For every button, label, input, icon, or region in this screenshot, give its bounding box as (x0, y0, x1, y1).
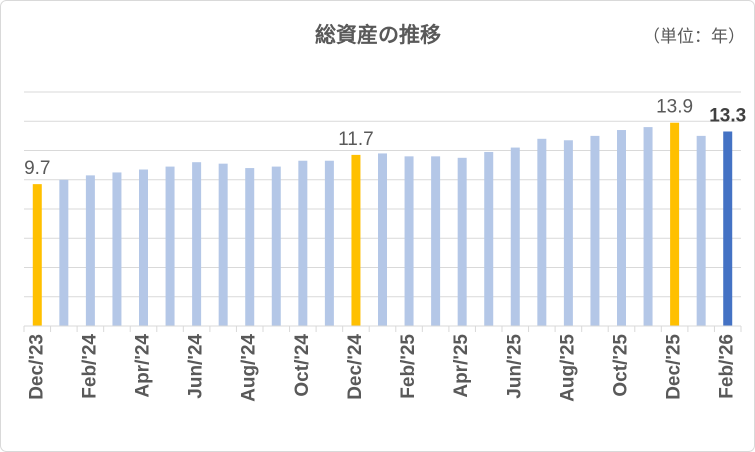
x-tick-label: Jun/'25 (504, 334, 525, 399)
bar (457, 157, 467, 326)
bar (192, 162, 202, 326)
x-tick-label: Aug/'25 (557, 334, 578, 402)
unit-note: （単位：年） (643, 27, 745, 46)
bar (590, 135, 600, 326)
bar (510, 147, 520, 326)
bar (112, 172, 122, 326)
chart-title: 総資産の推移 (315, 23, 441, 47)
bar (484, 151, 494, 326)
x-tick-label: Apr/'25 (451, 334, 472, 398)
x-tick-label: Dec/'23 (26, 334, 47, 400)
x-tick-label: Jun/'24 (186, 334, 207, 399)
data-label: 9.7 (24, 158, 50, 179)
bar (696, 135, 706, 326)
bar (59, 179, 69, 326)
x-tick-label: Feb/'24 (79, 334, 100, 399)
bar (723, 131, 733, 326)
x-tick-label: Dec/'25 (664, 334, 685, 400)
bar (537, 138, 547, 326)
x-tick-label: Oct/'25 (611, 334, 632, 397)
bar (351, 154, 361, 326)
x-tick-label: Feb/'26 (717, 334, 738, 399)
bar (431, 156, 441, 326)
bar (85, 175, 95, 326)
x-tick-label: Aug/'24 (239, 334, 260, 402)
x-tick-label: Oct/'24 (292, 334, 313, 397)
bar (404, 156, 414, 326)
x-tick-label: Apr/'24 (133, 334, 154, 398)
x-tick-label: Dec/'24 (345, 334, 366, 400)
bar (643, 127, 653, 326)
bar (245, 168, 255, 326)
bar (324, 160, 334, 326)
x-tick-label: Feb/'25 (398, 334, 419, 399)
bar (139, 169, 148, 326)
bar (165, 166, 175, 326)
data-label: 11.7 (338, 129, 374, 150)
bar (218, 163, 228, 326)
bar (563, 140, 573, 326)
bar (298, 160, 308, 326)
bar (271, 166, 281, 326)
bar (617, 130, 626, 326)
bar (378, 153, 387, 326)
bar (32, 184, 42, 326)
data-label: 13.9 (656, 97, 693, 118)
data-label: 13.3 (709, 105, 746, 126)
bar (670, 122, 680, 327)
